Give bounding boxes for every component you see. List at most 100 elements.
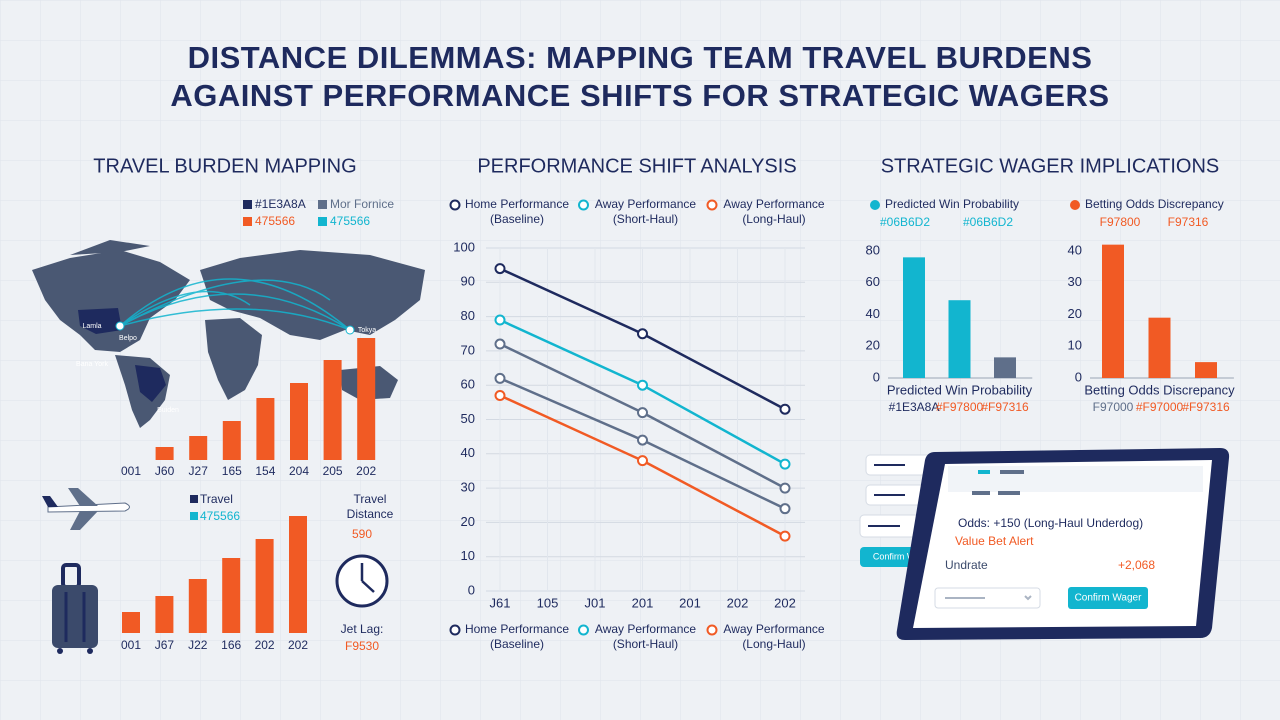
x-tick-label: 202 [255,638,275,652]
y-tick-label: 100 [453,239,475,254]
bar [948,300,971,378]
legend-label: Away Performance (Long-Haul) [723,197,824,226]
bar [222,421,241,460]
bar [255,539,274,633]
x-tick-label: 001 [121,638,141,652]
bar [1148,317,1171,378]
legend-label: Travel [200,492,233,506]
legend-swatch [243,217,252,226]
x-tick-label: #F97316 [981,400,1029,414]
legend-label: Home Performance (Baseline) [465,197,569,226]
y-tick-label: 30 [461,480,475,495]
y-tick-label: 40 [866,306,880,321]
y-tick-label: 60 [866,274,880,289]
bar [1102,244,1124,378]
legend-label: Mor Fornice [330,197,394,211]
x-tick-label: J27 [189,464,209,478]
y-tick-label: 60 [461,377,475,392]
point [637,455,648,467]
y-tick-label: 0 [1075,369,1082,384]
y-tick-label: 20 [1068,306,1082,321]
map-highlight [135,365,166,402]
legend-label: Predicted Win Probability [885,197,1019,211]
plane-icon [42,488,130,530]
point [494,314,506,326]
legend-label: 475566 [330,214,370,228]
x-tick-label: #1E3A8A [889,400,940,414]
city-label: Tokya [358,327,376,334]
bar [1195,362,1217,378]
x-tick-label: #F97800 [936,400,984,414]
legend-swatch [190,495,198,503]
y-tick-label: 20 [461,514,475,529]
x-axis-title: Betting Odds Discrepancy [1084,382,1235,397]
x-tick-label: 166 [221,638,241,652]
legend-code: #06B6D2 [963,215,1013,229]
x-tick-label: J67 [155,638,175,652]
travel-arcs [119,278,351,331]
clock-icon [335,554,389,608]
bar [122,612,140,633]
point [494,263,506,275]
y-tick-label: 70 [461,342,475,357]
tablet: Confirm Wager Odds: +150 (Long-Haul Unde… [896,448,1230,640]
legend-swatch [318,200,327,209]
bar [323,360,342,460]
x-tick-label: F97000 [1093,400,1134,414]
point [494,338,506,350]
legend-label: Away Performance (Short-Haul) [595,197,696,226]
y-tick-label: 80 [461,308,475,323]
legend-code: F97316 [1168,215,1209,229]
bar [903,257,925,378]
point [779,503,791,515]
legend-code: #06B6D2 [880,215,930,229]
title-line: AGAINST PERFORMANCE SHIFTS FOR STRATEGIC… [170,78,1109,113]
section-heading: TRAVEL BURDEN MAPPING [93,155,356,177]
point [494,389,506,401]
legend-label: Away Performance (Long-Haul) [723,622,824,651]
legend-marker [706,199,718,211]
legend-swatch [243,200,252,209]
point [637,328,648,340]
bar [155,447,174,460]
bar [994,357,1016,378]
legend-label: 475566 [255,214,295,228]
distance-label: Travel Distance [347,492,394,521]
legend-swatch [190,512,198,520]
point [779,403,791,415]
x-tick-label: #F97316 [1182,400,1230,414]
button[interactable] [1068,587,1148,609]
y-tick-label: 10 [1068,338,1082,353]
row-value: +2,068 [1118,558,1155,572]
dropdown[interactable] [934,587,1041,609]
legend-label: Betting Odds Discrepancy [1085,197,1224,211]
odds-text: Odds: +150 (Long-Haul Underdog) [958,516,1143,530]
legend-marker [1070,200,1080,210]
city-label: Bana York [76,361,108,368]
point [637,434,648,446]
x-tick-label: 202 [356,464,376,478]
x-tick-label: 105 [537,595,559,610]
x-tick-label: 201 [679,595,701,610]
legend-marker [449,624,461,636]
x-tick-label: J22 [188,638,208,652]
x-tick-label: 001 [121,464,141,478]
legend-marker [578,624,589,636]
bar [188,579,207,633]
y-tick-label: 30 [1068,274,1082,289]
point [637,407,648,419]
x-axis-title: Predicted Win Probability [887,382,1033,397]
y-tick-label: 90 [461,274,475,289]
x-tick-label: J01 [585,595,606,610]
bar [222,558,241,633]
bar [290,383,308,460]
x-tick-label: 202 [288,638,308,652]
section-heading: PERFORMANCE SHIFT ANALYSIS [477,155,796,177]
x-tick-label: 165 [222,464,242,478]
y-tick-label: 0 [873,369,880,384]
bar [289,516,307,633]
point [637,379,648,391]
x-tick-label: 202 [774,595,796,610]
point [779,482,791,494]
